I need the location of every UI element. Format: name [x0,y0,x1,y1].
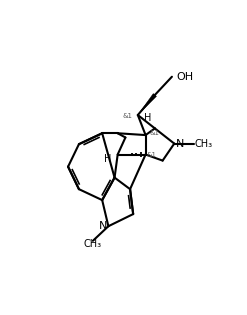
Text: N: N [175,139,184,149]
Text: CH₃: CH₃ [84,239,102,249]
Text: N: N [99,221,107,231]
Text: OH: OH [176,72,193,82]
Polygon shape [138,94,157,115]
Text: &1: &1 [150,130,160,136]
Text: &1: &1 [147,152,157,158]
Text: CH₃: CH₃ [194,139,212,149]
Text: &1: &1 [123,113,133,119]
Text: H: H [144,113,152,123]
Text: H: H [104,154,111,164]
